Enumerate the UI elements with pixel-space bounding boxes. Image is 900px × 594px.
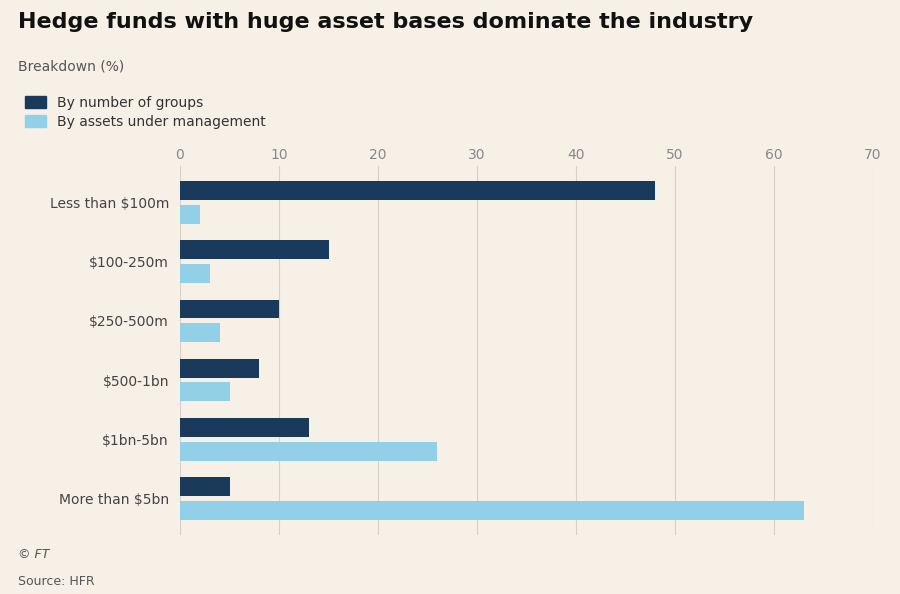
Bar <box>180 418 309 437</box>
Bar <box>180 205 200 224</box>
Bar <box>180 241 328 259</box>
Bar <box>180 501 804 520</box>
Bar <box>180 477 230 496</box>
Bar <box>180 323 220 342</box>
Text: Hedge funds with huge asset bases dominate the industry: Hedge funds with huge asset bases domina… <box>18 12 753 32</box>
Text: Source: HFR: Source: HFR <box>18 575 94 588</box>
Legend: By number of groups, By assets under management: By number of groups, By assets under man… <box>25 96 265 129</box>
Text: © FT: © FT <box>18 548 50 561</box>
Bar <box>180 181 655 200</box>
Bar <box>180 299 279 318</box>
Bar <box>180 383 230 402</box>
Bar <box>180 359 259 378</box>
Bar <box>180 442 437 460</box>
Text: Breakdown (%): Breakdown (%) <box>18 59 124 74</box>
Bar <box>180 264 210 283</box>
